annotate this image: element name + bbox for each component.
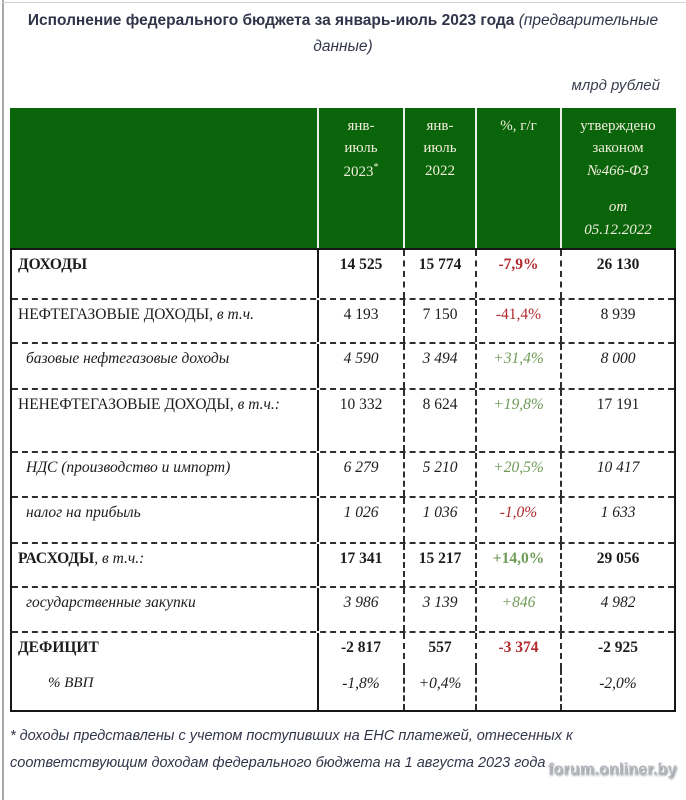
value-pct-yoy: +14,0% (475, 543, 560, 586)
col-header-approved-law: утверждено законом №466-ФЗ от 05.12.2022 (560, 107, 674, 248)
approved-law-number: №466-ФЗ (587, 162, 649, 179)
value-2023: 4 590 (317, 343, 403, 388)
value-pct-yoy: +31,4% (475, 343, 560, 388)
value-2022: 3 139 (403, 587, 475, 631)
row-label: ДЕФИЦИТ (18, 638, 99, 656)
row-label: ДОХОДЫ (18, 255, 88, 273)
value-approved-law: 8 939 (560, 299, 674, 342)
approved-law-date: от 05.12.2022 (584, 199, 652, 238)
col-header-pct-yoy: %, г/г (475, 107, 560, 248)
value-2023: -2 817 (317, 632, 403, 669)
value-pct-yoy: -41,4% (475, 299, 560, 342)
value-approved-law: 29 056 (560, 543, 674, 586)
table-body: ДОХОДЫ 14 525 15 774 -7,9% 26 130 НЕФТЕГ… (10, 247, 676, 712)
row-profit-tax: налог на прибыль 1 026 1 036 -1,0% 1 633 (12, 495, 674, 542)
value-pct-yoy: -7,9% (475, 249, 560, 298)
site-watermark: forum.onliner.by (548, 761, 677, 778)
row-label: НЕНЕФТЕГАЗОВЫЕ ДОХОДЫ, в т.ч.: (18, 395, 280, 413)
value-approved-law: 10 417 (560, 452, 674, 496)
image-edge-line-left (2, 0, 4, 800)
footnote-text: * доходы представлены с учетом поступивш… (10, 727, 573, 772)
image-edge-line-top (2, 2, 686, 3)
value-2023: 14 525 (317, 249, 403, 298)
row-label: государственные закупки (26, 593, 196, 611)
title-note: (предварительные данные) (313, 12, 659, 56)
row-state-procurement: государственные закупки 3 986 3 139 +846… (12, 585, 674, 631)
value-2023: 10 332 (317, 389, 403, 451)
row-label: НДС (производство и импорт) (26, 458, 231, 476)
row-label: НЕФТЕГАЗОВЫЕ ДОХОДЫ, в т.ч. (18, 305, 255, 323)
value-2022: +0,4% (403, 668, 475, 710)
value-2022: 15 217 (403, 543, 475, 586)
value-2022: 557 (403, 632, 475, 669)
value-pct-yoy: +19,8% (475, 389, 560, 451)
value-approved-law: 26 130 (560, 249, 674, 298)
row-expenditures: РАСХОДЫ, в т.ч.: 17 341 15 217 +14,0% 29… (12, 541, 674, 586)
value-2022: 8 624 (403, 389, 475, 451)
footnote-asterisk: * (373, 161, 379, 173)
budget-table: янв- июль 2023* янв- июль 2022 %, г/г ут… (10, 107, 676, 712)
value-approved-law: 1 633 (560, 497, 674, 542)
row-label: РАСХОДЫ, в т.ч.: (18, 549, 145, 567)
value-2023: 6 279 (317, 452, 403, 496)
value-2022: 5 210 (403, 452, 475, 496)
col-header-jan-jul-2023: янв- июль 2023* (317, 107, 403, 248)
value-approved-law: 8 000 (560, 343, 674, 388)
row-label: базовые нефтегазовые доходы (26, 349, 230, 367)
units-label: млрд рублей (571, 76, 660, 94)
value-2023: -1,8% (317, 668, 403, 710)
budget-report-page: Исполнение федерального бюджета за январ… (10, 8, 676, 772)
value-approved-law: -2 925 (560, 632, 674, 669)
value-2023: 17 341 (317, 543, 403, 586)
row-deficit: ДЕФИЦИТ -2 817 557 -3 374 -2 925 (12, 630, 674, 669)
table-header-row: янв- июль 2023* янв- июль 2022 %, г/г ут… (10, 107, 676, 248)
row-base-oil-gas-revenues: базовые нефтегазовые доходы 4 590 3 494 … (12, 341, 674, 388)
row-deficit-gdp-share: % ВВП -1,8% +0,4% -2,0% (12, 668, 674, 710)
value-approved-law: -2,0% (560, 668, 674, 710)
value-approved-law: 4 982 (560, 587, 674, 631)
value-2022: 3 494 (403, 343, 475, 388)
value-pct-yoy: +20,5% (475, 452, 560, 496)
value-2023: 3 986 (317, 587, 403, 631)
value-2023: 1 026 (317, 497, 403, 542)
col-header-jan-jul-2022: янв- июль 2022 (403, 107, 475, 248)
approved-law-line1: утверждено законом (580, 117, 656, 157)
title-main: Исполнение федерального бюджета за январ… (27, 12, 515, 29)
value-pct-yoy: -1,0% (475, 497, 560, 542)
value-pct-yoy: -3 374 (475, 632, 560, 669)
row-oil-gas-revenues: НЕФТЕГАЗОВЫЕ ДОХОДЫ, в т.ч. 4 193 7 150 … (12, 297, 674, 342)
col-header-indicator (12, 108, 317, 248)
page-title: Исполнение федерального бюджета за январ… (19, 8, 667, 61)
value-2023: 4 193 (317, 299, 403, 342)
value-pct-yoy (475, 668, 560, 710)
row-revenues: ДОХОДЫ 14 525 15 774 -7,9% 26 130 (12, 249, 674, 298)
row-vat: НДС (производство и импорт) 6 279 5 210 … (12, 450, 674, 496)
value-approved-law: 17 191 (560, 389, 674, 451)
value-2022: 7 150 (403, 299, 475, 342)
row-label: % ВВП (48, 674, 94, 691)
value-2022: 15 774 (403, 249, 475, 298)
row-non-oil-gas-revenues: НЕНЕФТЕГАЗОВЫЕ ДОХОДЫ, в т.ч.: 10 332 8 … (12, 387, 674, 451)
value-2022: 1 036 (403, 497, 475, 542)
value-pct-yoy: +846 (475, 587, 560, 631)
row-label: налог на прибыль (26, 503, 141, 521)
